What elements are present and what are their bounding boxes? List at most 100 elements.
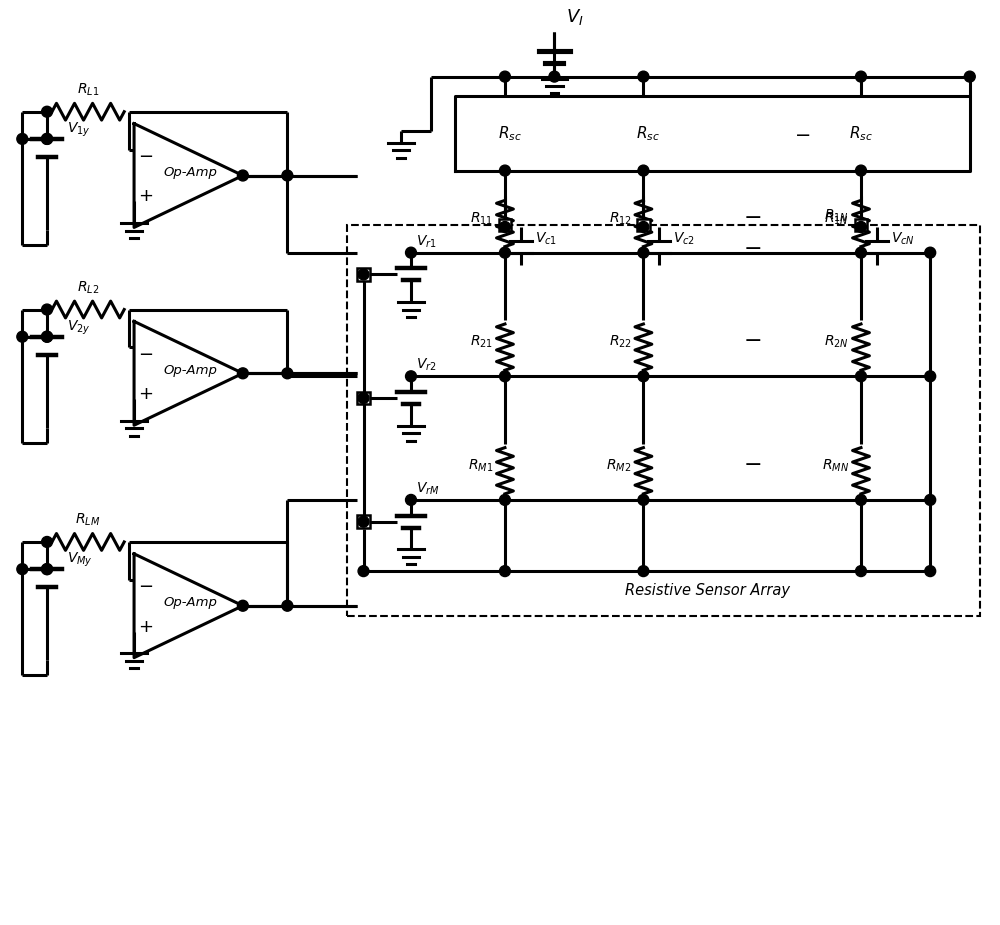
Circle shape [237, 170, 248, 181]
Text: $R_{1N}$: $R_{1N}$ [824, 207, 849, 224]
Circle shape [358, 269, 369, 280]
Text: $-$: $-$ [743, 329, 761, 350]
Circle shape [282, 600, 293, 611]
Circle shape [925, 371, 936, 382]
Circle shape [282, 170, 293, 181]
Text: $V_I$: $V_I$ [566, 7, 584, 27]
Circle shape [42, 563, 52, 574]
Circle shape [856, 495, 866, 505]
Circle shape [638, 371, 649, 382]
Text: $V_{1y}$: $V_{1y}$ [67, 121, 90, 139]
Text: $V_{c1}$: $V_{c1}$ [535, 230, 557, 247]
Circle shape [964, 71, 975, 82]
Circle shape [856, 566, 866, 576]
Text: $R_{LM}$: $R_{LM}$ [75, 512, 101, 528]
Text: $-$: $-$ [138, 576, 154, 594]
Text: $R_{L1}$: $R_{L1}$ [77, 81, 99, 98]
Circle shape [500, 221, 510, 232]
Text: $R_{MN}$: $R_{MN}$ [822, 458, 849, 474]
Text: $-$: $-$ [743, 205, 761, 226]
Text: $R_{22}$: $R_{22}$ [609, 334, 632, 351]
Circle shape [500, 166, 510, 176]
Text: $V_{rM}$: $V_{rM}$ [416, 481, 440, 497]
Text: $R_{2N}$: $R_{2N}$ [824, 334, 849, 351]
Circle shape [500, 495, 510, 505]
Circle shape [406, 371, 416, 382]
Circle shape [237, 600, 248, 611]
Circle shape [925, 247, 936, 258]
Text: Op-Amp: Op-Amp [163, 597, 217, 610]
Circle shape [500, 71, 510, 82]
Text: $R_{sc}$: $R_{sc}$ [849, 124, 873, 142]
Text: $V_{2y}$: $V_{2y}$ [67, 319, 90, 337]
Text: $+$: $+$ [138, 187, 153, 205]
Circle shape [856, 166, 866, 176]
Circle shape [42, 563, 52, 574]
Circle shape [42, 304, 52, 315]
Circle shape [549, 71, 560, 82]
Text: $V_{My}$: $V_{My}$ [67, 551, 93, 570]
Circle shape [638, 71, 649, 82]
Circle shape [856, 71, 866, 82]
Circle shape [500, 247, 510, 258]
Circle shape [42, 133, 52, 144]
Circle shape [406, 247, 416, 258]
Circle shape [358, 566, 369, 576]
Bar [499, 218, 511, 231]
Circle shape [358, 516, 369, 527]
Circle shape [406, 495, 416, 505]
Circle shape [237, 368, 248, 378]
Circle shape [638, 566, 649, 576]
Circle shape [282, 368, 293, 378]
Circle shape [17, 133, 28, 144]
Circle shape [856, 247, 866, 258]
Circle shape [638, 166, 649, 176]
Text: $V_{c2}$: $V_{c2}$ [673, 230, 695, 247]
Circle shape [856, 221, 866, 232]
Circle shape [42, 106, 52, 117]
Text: $R_{12}$: $R_{12}$ [609, 210, 632, 227]
Bar [855, 218, 867, 231]
Circle shape [42, 133, 52, 144]
Text: $V_{r1}$: $V_{r1}$ [416, 233, 437, 250]
Bar [357, 268, 370, 281]
Bar [637, 218, 650, 231]
Text: $R_{11}$: $R_{11}$ [470, 210, 493, 227]
Bar [357, 515, 370, 528]
Circle shape [358, 392, 369, 403]
Text: $R_{L2}$: $R_{L2}$ [77, 279, 99, 296]
Text: $R_{1N}$: $R_{1N}$ [824, 210, 849, 227]
Bar [347, 225, 980, 616]
Circle shape [638, 247, 649, 258]
Text: $-$: $-$ [794, 124, 810, 143]
Text: Op-Amp: Op-Amp [163, 166, 217, 179]
Circle shape [42, 331, 52, 342]
Text: Op-Amp: Op-Amp [163, 364, 217, 376]
Circle shape [638, 495, 649, 505]
Text: $V_{r2}$: $V_{r2}$ [416, 357, 437, 374]
Circle shape [17, 331, 28, 342]
Text: $-$: $-$ [743, 453, 761, 473]
Circle shape [925, 566, 936, 576]
Text: $R_{M2}$: $R_{M2}$ [606, 458, 632, 474]
Text: $+$: $+$ [138, 618, 153, 635]
Circle shape [500, 566, 510, 576]
Text: Resistive Sensor Array: Resistive Sensor Array [625, 583, 790, 598]
Text: $-$: $-$ [138, 343, 154, 362]
Text: $-$: $-$ [138, 146, 154, 164]
Text: $R_{sc}$: $R_{sc}$ [498, 124, 522, 142]
Text: $R_{M1}$: $R_{M1}$ [468, 458, 493, 474]
Circle shape [856, 371, 866, 382]
Circle shape [17, 563, 28, 574]
Text: $R_{sc}$: $R_{sc}$ [636, 124, 660, 142]
Circle shape [500, 371, 510, 382]
Text: $-$: $-$ [743, 237, 761, 257]
Circle shape [638, 221, 649, 232]
Bar [357, 391, 370, 404]
Circle shape [42, 536, 52, 548]
Text: $+$: $+$ [138, 385, 153, 403]
Circle shape [42, 331, 52, 342]
Text: $V_{cN}$: $V_{cN}$ [891, 230, 915, 247]
Circle shape [925, 495, 936, 505]
Text: $R_{21}$: $R_{21}$ [470, 334, 493, 351]
